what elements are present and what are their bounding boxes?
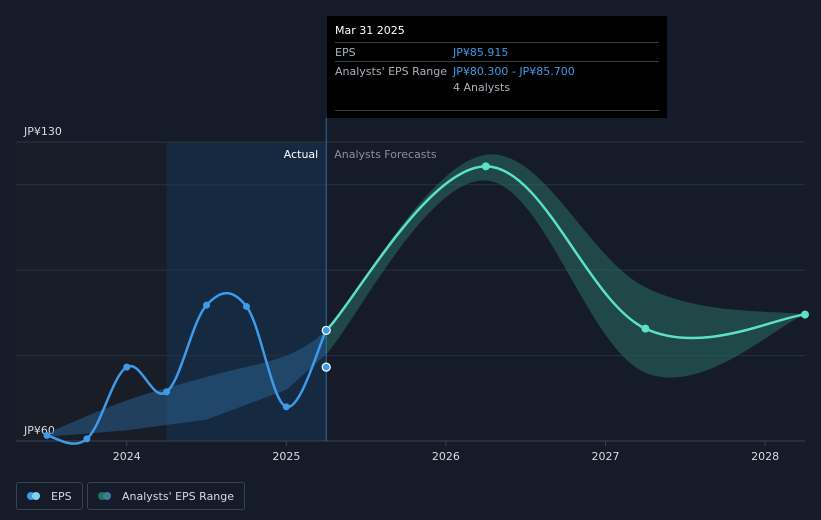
eps-point — [242, 302, 250, 310]
x-tick-label: 2027 — [592, 450, 620, 463]
x-tick-label: 2024 — [113, 450, 141, 463]
legend-eps[interactable]: EPS — [16, 482, 83, 510]
tooltip-value: JP¥80.300 - JP¥85.700 — [453, 65, 575, 78]
legend-eps-icon — [27, 492, 43, 500]
highlight-marker — [641, 324, 650, 333]
highlight-marker — [321, 325, 331, 335]
tooltip-key: Analysts' EPS Range — [335, 65, 448, 78]
legend-range-icon — [98, 492, 114, 500]
eps-point — [203, 301, 211, 309]
eps-point — [43, 431, 51, 439]
tooltip-date: Mar 31 2025 — [335, 24, 405, 37]
tooltip: Mar 31 2025 EPS JP¥85.915 Analysts' EPS … — [327, 16, 667, 118]
highlight-marker — [801, 310, 809, 319]
tooltip-divider — [335, 110, 659, 111]
eps-point — [83, 435, 91, 443]
x-tick-label: 2025 — [272, 450, 300, 463]
eps-point — [123, 363, 131, 371]
tooltip-row-range: Analysts' EPS Range JP¥80.300 - JP¥85.70… — [335, 61, 659, 80]
section-label-forecast: Analysts Forecasts — [334, 148, 437, 161]
series-line-eps-forecast — [324, 165, 807, 340]
legend-range-label: Analysts' EPS Range — [122, 489, 235, 503]
past-shade-dark — [16, 142, 167, 441]
eps-point — [163, 388, 171, 396]
tooltip-key: EPS — [335, 46, 356, 59]
highlight-marker — [481, 162, 490, 171]
y-tick-label: JP¥130 — [23, 125, 62, 138]
x-tick-label: 2028 — [751, 450, 779, 463]
eps-point — [282, 403, 290, 411]
legend-eps-range[interactable]: Analysts' EPS Range — [87, 482, 246, 510]
x-tick-label: 2026 — [432, 450, 460, 463]
tooltip-analysts: 4 Analysts — [453, 81, 511, 94]
section-label-actual: Actual — [284, 148, 318, 161]
analysts-range-band — [326, 154, 805, 378]
tooltip-value: JP¥85.915 — [453, 46, 509, 59]
tooltip-row-eps: EPS JP¥85.915 — [335, 42, 659, 61]
legend-eps-label: EPS — [51, 489, 72, 503]
actual-range-band — [46, 331, 327, 437]
highlight-marker — [321, 362, 331, 372]
